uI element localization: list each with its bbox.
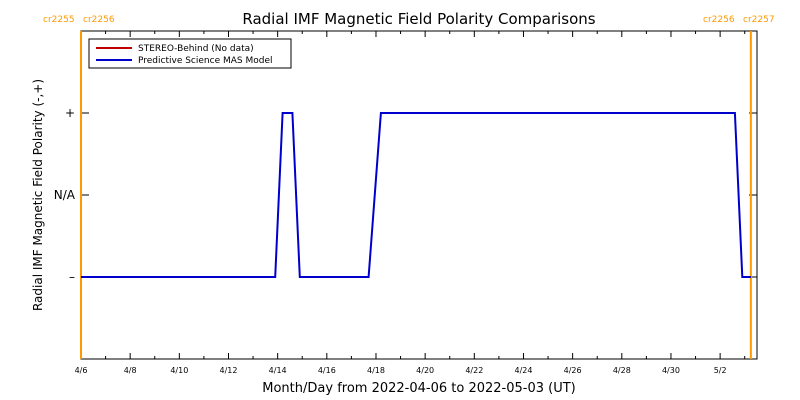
x-axis-label: Month/Day from 2022-04-06 to 2022-05-03 …	[262, 381, 575, 396]
data-series	[81, 112, 751, 278]
x-tick-label: 4/8	[124, 366, 137, 375]
x-tick-label: 4/22	[465, 366, 483, 375]
x-tick-label: 4/30	[662, 366, 680, 375]
carrington-markers	[80, 31, 752, 359]
x-tick-label: 4/24	[514, 366, 532, 375]
cr-label-left-1: cr2255	[43, 15, 75, 25]
cr-label-right-1: cr2256	[83, 15, 115, 25]
chart-title: Radial IMF Magnetic Field Polarity Compa…	[242, 10, 595, 28]
legend-label-stereo: STEREO-Behind (No data)	[138, 44, 254, 54]
y-tick-label: +	[65, 106, 75, 120]
y-tick-label: N/A	[54, 188, 76, 202]
x-tick-label: 4/26	[564, 366, 582, 375]
x-tick-label: 4/20	[416, 366, 434, 375]
legend-box	[88, 38, 292, 69]
legend: STEREO-Behind (No data) Predictive Scien…	[88, 38, 292, 69]
y-ticks: + N/A –	[54, 106, 757, 284]
x-tick-label: 4/10	[170, 366, 188, 375]
x-tick-label: 5/2	[714, 366, 727, 375]
legend-label-mas-model: Predictive Science MAS Model	[138, 56, 273, 66]
x-tick-label: 4/12	[220, 366, 238, 375]
series-line-mas-model	[81, 112, 751, 278]
cr-label-right-2: cr2257	[743, 15, 775, 25]
y-axis-label: Radial IMF Magnetic Field Polarity (-,+)	[31, 79, 45, 311]
x-ticks: 4/6 4/8 4/10 4/12 4/14 4/16 4/18 4/20 4/22 4/24 4/…	[75, 31, 746, 375]
x-tick-label: 4/14	[269, 366, 287, 375]
x-tick-label: 4/16	[318, 366, 336, 375]
x-tick-label: 4/6	[75, 366, 88, 375]
x-tick-label: 4/28	[613, 366, 631, 375]
cr-label-left-2: cr2256	[703, 15, 735, 25]
plot-frame	[80, 30, 758, 360]
y-tick-label: –	[69, 270, 75, 284]
x-tick-label: 4/18	[367, 366, 385, 375]
